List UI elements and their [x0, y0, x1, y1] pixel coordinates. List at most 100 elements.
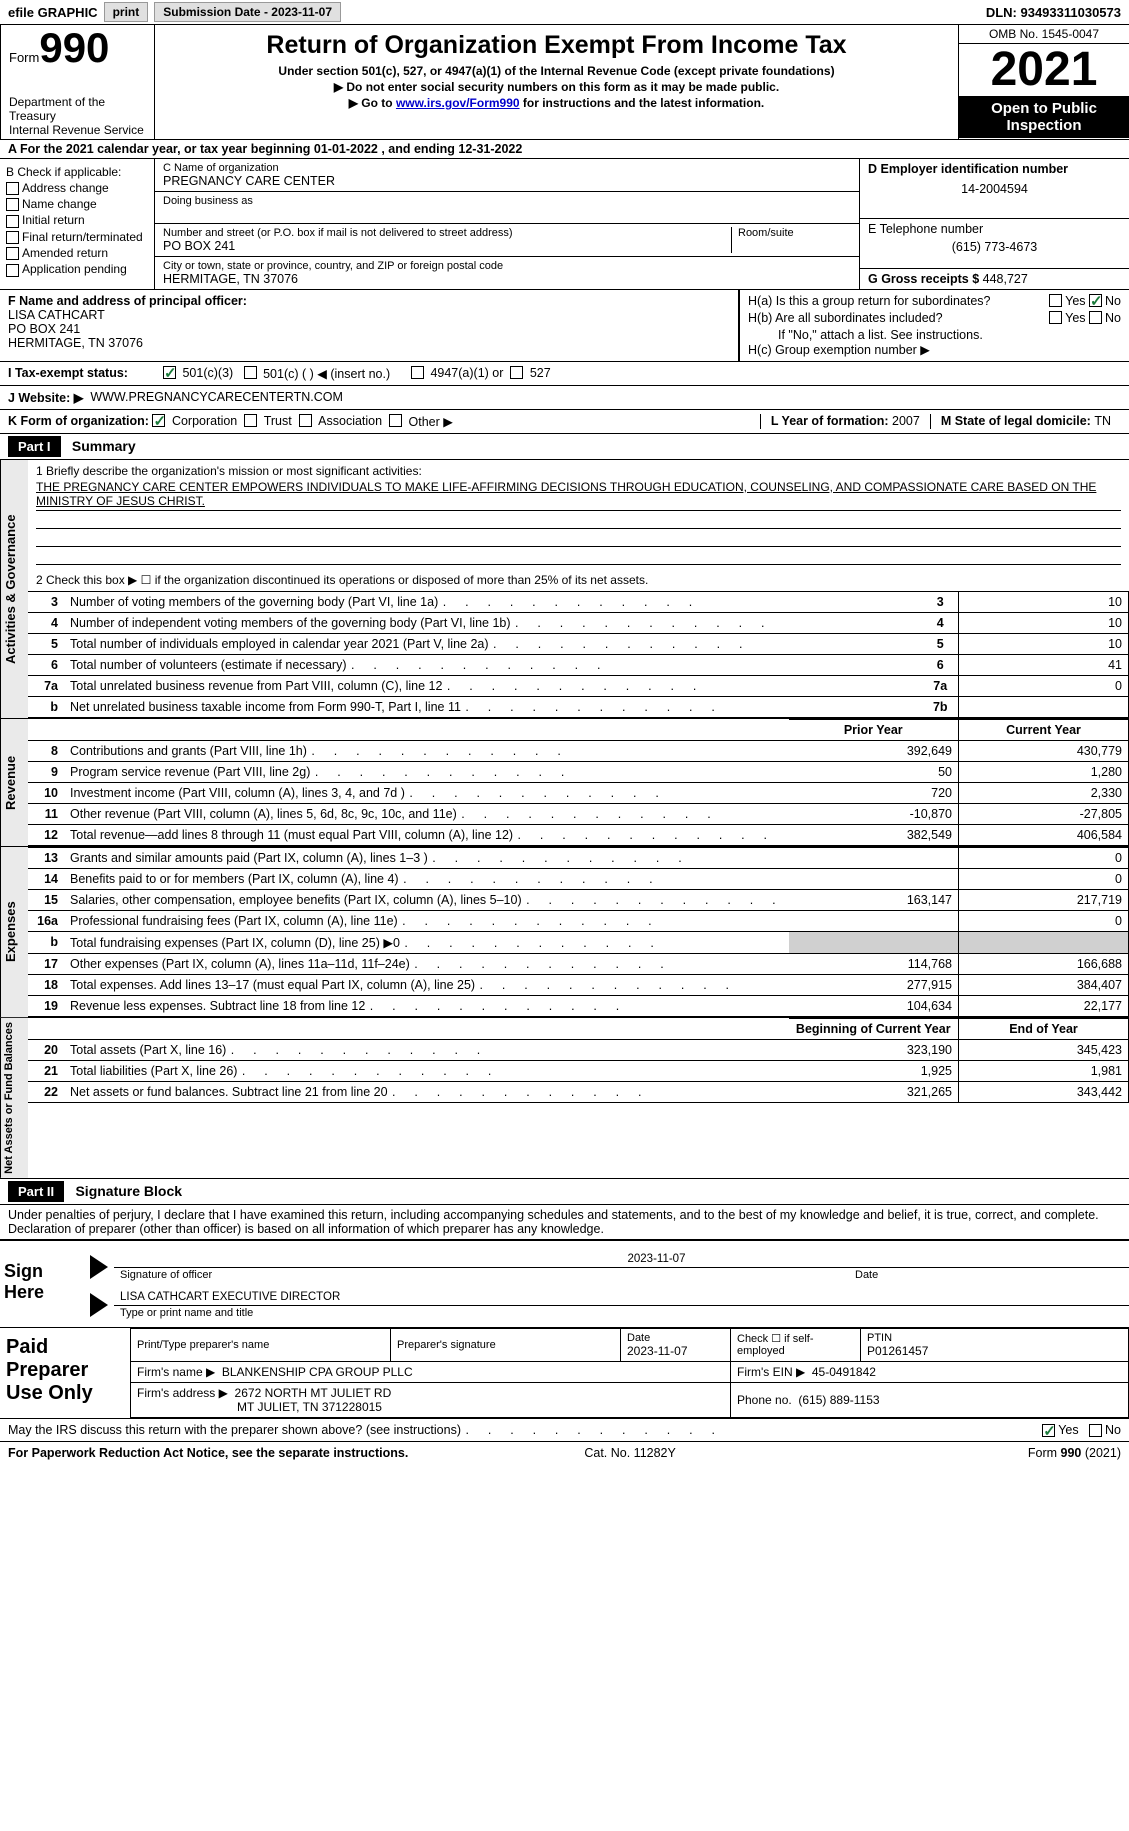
header-left: Form990 Department of the Treasury Inter…: [0, 25, 155, 140]
section-revenue: Revenue Prior Year Current Year 8 Contri…: [0, 719, 1129, 847]
print-button[interactable]: print: [104, 2, 149, 22]
ha-yes[interactable]: [1049, 294, 1062, 307]
row-j: J Website: ▶ WWW.PREGNANCYCARECENTERTN.C…: [0, 386, 1129, 410]
col-b-checkboxes: B Check if applicable: Address change Na…: [0, 159, 155, 289]
col-prior-year: Prior Year: [789, 719, 959, 740]
line-17: 17 Other expenses (Part IX, column (A), …: [28, 953, 1129, 974]
name-arrow-icon: [90, 1293, 108, 1317]
cb-amended[interactable]: [6, 247, 19, 260]
part-i-tag: Part I: [8, 436, 61, 457]
gross-value: 448,727: [983, 272, 1028, 286]
sign-arrow-icon: [90, 1255, 108, 1279]
form-subtitle-1: Under section 501(c), 527, or 4947(a)(1)…: [161, 64, 952, 78]
hb-note: If "No," attach a list. See instructions…: [748, 328, 1121, 342]
section-expenses: Expenses 13 Grants and similar amounts p…: [0, 847, 1129, 1018]
efile-label: efile GRAPHIC: [8, 5, 98, 20]
prep-date: 2023-11-07: [627, 1344, 724, 1358]
line-14: 14 Benefits paid to or for members (Part…: [28, 868, 1129, 889]
cb-corp[interactable]: [152, 414, 165, 427]
line-8: 8 Contributions and grants (Part VIII, l…: [28, 740, 1129, 761]
sig-officer-line[interactable]: [114, 1251, 622, 1268]
vtab-expenses: Expenses: [0, 847, 28, 1017]
cb-527[interactable]: [510, 366, 523, 379]
cb-other[interactable]: [389, 414, 402, 427]
section-net-assets: Net Assets or Fund Balances Beginning of…: [0, 1018, 1129, 1179]
line-21: 21 Total liabilities (Part X, line 26) 1…: [28, 1060, 1129, 1081]
cb-address-change[interactable]: [6, 182, 19, 195]
m-value: TN: [1094, 414, 1111, 428]
form-subtitle-2: Do not enter social security numbers on …: [161, 80, 952, 94]
mission-blank-2: [36, 529, 1121, 547]
gross-label: G Gross receipts $: [868, 272, 979, 286]
cb-assoc[interactable]: [299, 414, 312, 427]
part-ii-tag: Part II: [8, 1181, 64, 1202]
col-b-title: B Check if applicable:: [6, 165, 148, 179]
discuss-no[interactable]: [1089, 1424, 1102, 1437]
open-line2: Inspection: [961, 117, 1127, 134]
paid-preparer-block: Paid Preparer Use Only Print/Type prepar…: [0, 1327, 1129, 1419]
hb-label: H(b) Are all subordinates included?: [748, 311, 1049, 325]
firm-phone: (615) 889-1153: [798, 1393, 879, 1407]
part-i-header-row: Part I Summary: [0, 434, 1129, 460]
ha-no[interactable]: [1089, 294, 1102, 307]
mission-label: 1 Briefly describe the organization's mi…: [36, 464, 1121, 478]
omb-number: OMB No. 1545-0047: [959, 25, 1129, 44]
prep-sig-label: Preparer's signature: [397, 1339, 614, 1351]
mission-blank-3: [36, 547, 1121, 565]
open-public-badge: Open to Public Inspection: [959, 96, 1129, 138]
footer-mid: Cat. No. 11282Y: [584, 1446, 676, 1460]
city-label: City or town, state or province, country…: [163, 260, 851, 272]
firm-name-label: Firm's name ▶: [137, 1365, 215, 1379]
firm-addr-label: Firm's address ▶: [137, 1386, 228, 1400]
line-13: 13 Grants and similar amounts paid (Part…: [28, 847, 1129, 868]
l-label: L Year of formation:: [771, 414, 889, 428]
firm-ein: 45-0491842: [812, 1365, 876, 1379]
cb-app-pending[interactable]: [6, 264, 19, 277]
prep-selfemp: Check ☐ if self-employed: [731, 1328, 861, 1361]
hb-no[interactable]: [1089, 311, 1102, 324]
submission-date-button: Submission Date - 2023-11-07: [154, 2, 341, 22]
cb-501c3[interactable]: [163, 366, 176, 379]
cb-initial-return[interactable]: [6, 215, 19, 228]
line-a-tax-year: A For the 2021 calendar year, or tax yea…: [0, 140, 1129, 159]
line-15: 15 Salaries, other compensation, employe…: [28, 889, 1129, 910]
header-center: Return of Organization Exempt From Incom…: [155, 25, 959, 140]
mission-text: THE PREGNANCY CARE CENTER EMPOWERS INDIV…: [36, 478, 1121, 511]
room-label: Room/suite: [738, 227, 851, 239]
line-20: 20 Total assets (Part X, line 16) 323,19…: [28, 1039, 1129, 1060]
gov-line-b: b Net unrelated business taxable income …: [28, 696, 1129, 717]
firm-ein-label: Firm's EIN ▶: [737, 1365, 805, 1379]
hb-yes[interactable]: [1049, 311, 1062, 324]
irs-link[interactable]: www.irs.gov/Form990: [396, 96, 520, 110]
form-subtitle-3: Go to www.irs.gov/Form990 for instructio…: [161, 96, 952, 110]
header-right: OMB No. 1545-0047 2021 Open to Public In…: [959, 25, 1129, 140]
exp-table: 13 Grants and similar amounts paid (Part…: [28, 847, 1129, 1017]
sign-here-block: Sign Here 2023-11-07 Signature of office…: [0, 1240, 1129, 1327]
cb-name-change[interactable]: [6, 198, 19, 211]
firm-phone-label: Phone no.: [737, 1393, 792, 1407]
org-address: PO BOX 241: [163, 239, 731, 253]
officer-name-label: Type or print name and title: [114, 1306, 1129, 1320]
col-current-year: Current Year: [959, 719, 1129, 740]
addr-label: Number and street (or P.O. box if mail i…: [163, 227, 731, 239]
col-d: D Employer identification number 14-2004…: [859, 159, 1129, 289]
gov-line-4: 4 Number of independent voting members o…: [28, 612, 1129, 633]
cb-trust[interactable]: [244, 414, 257, 427]
efile-topbar: efile GRAPHIC print Submission Date - 20…: [0, 0, 1129, 25]
row-klm: K Form of organization: Corporation Trus…: [0, 410, 1129, 434]
part-ii-title: Signature Block: [75, 1183, 182, 1199]
cb-501c[interactable]: [244, 366, 257, 379]
cb-4947[interactable]: [411, 366, 424, 379]
form-number: 990: [39, 24, 109, 71]
f-label: F Name and address of principal officer:: [8, 294, 730, 308]
discuss-yes[interactable]: [1042, 1424, 1055, 1437]
org-info-grid: B Check if applicable: Address change Na…: [0, 159, 1129, 290]
gov-line-7a: 7a Total unrelated business revenue from…: [28, 675, 1129, 696]
sig-officer-label: Signature of officer: [114, 1268, 849, 1282]
gov-line-3: 3 Number of voting members of the govern…: [28, 591, 1129, 612]
sub3-pre: Go to: [361, 96, 396, 110]
cb-final-return[interactable]: [6, 231, 19, 244]
line-9: 9 Program service revenue (Part VIII, li…: [28, 761, 1129, 782]
i-label: I Tax-exempt status:: [8, 366, 163, 381]
col-c: C Name of organization PREGNANCY CARE CE…: [155, 159, 859, 289]
